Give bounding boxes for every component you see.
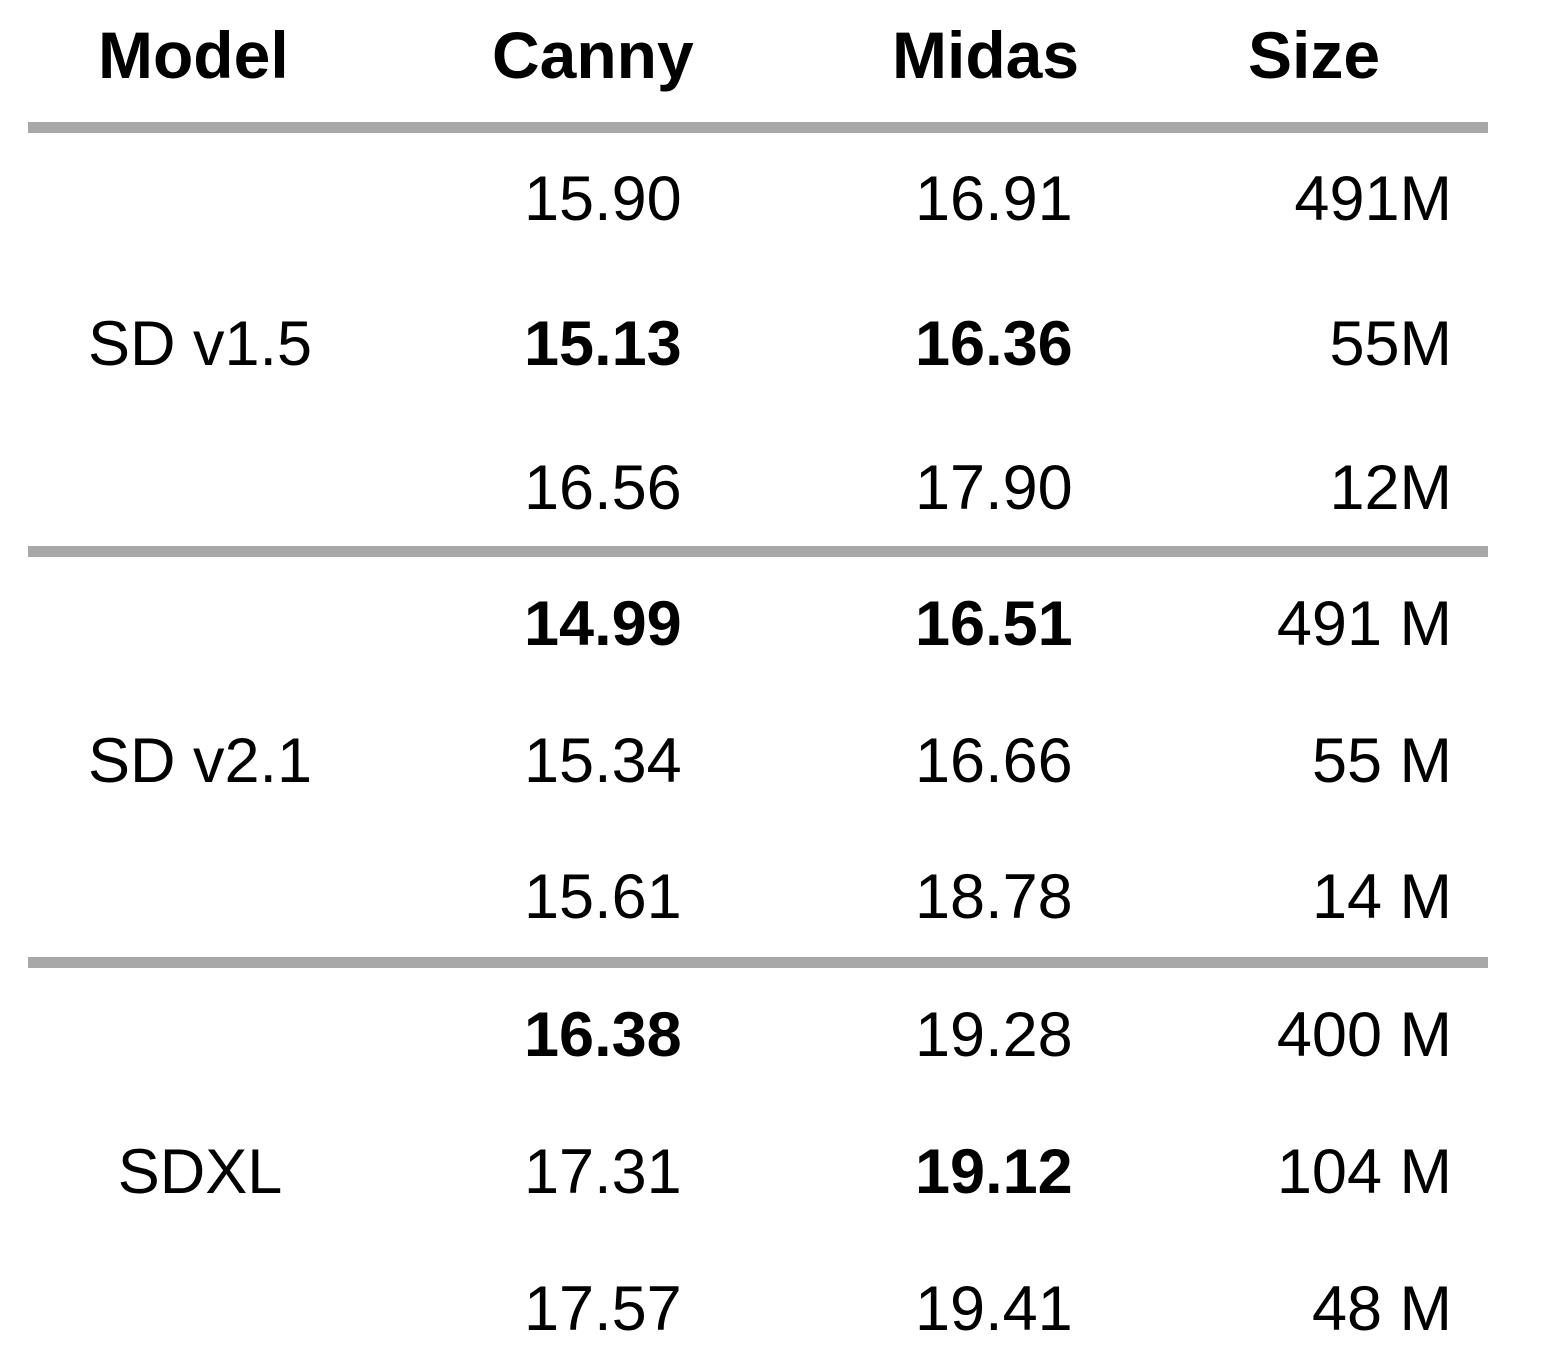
- canny-value: 14.99: [524, 589, 682, 659]
- model-label-sdxl: SDXL: [117, 1137, 283, 1207]
- canny-value: 15.34: [524, 726, 682, 796]
- size-value: 400 M: [1276, 1000, 1452, 1070]
- size-value: 48 M: [1311, 1274, 1452, 1344]
- canny-value: 16.56: [524, 453, 682, 523]
- canny-value: 15.61: [524, 862, 682, 932]
- canny-value: 16.38: [524, 1000, 682, 1070]
- header-model: Model: [98, 18, 289, 92]
- size-value: 104 M: [1276, 1137, 1452, 1207]
- canny-value: 17.31: [524, 1137, 682, 1207]
- size-value: 491 M: [1276, 589, 1452, 659]
- model-label-sd-v2-1: SD v2.1: [87, 726, 313, 796]
- midas-value: 16.66: [915, 726, 1073, 796]
- header-midas: Midas: [892, 18, 1080, 92]
- midas-value: 17.90: [915, 453, 1073, 523]
- midas-value: 16.36: [915, 309, 1073, 379]
- midas-value: 18.78: [915, 862, 1073, 932]
- midas-value: 16.91: [915, 164, 1073, 234]
- header-size: Size: [1248, 18, 1381, 92]
- midas-value: 16.51: [915, 589, 1073, 659]
- canny-value: 15.90: [524, 164, 682, 234]
- midas-value: 19.28: [915, 1000, 1073, 1070]
- canny-value: 17.57: [524, 1274, 682, 1344]
- header-canny: Canny: [492, 18, 694, 92]
- header-rule: [28, 122, 1488, 133]
- group-divider-rule: [28, 546, 1488, 557]
- size-value: 14 M: [1311, 862, 1452, 932]
- size-value: 55M: [1329, 309, 1452, 379]
- size-value: 491M: [1294, 164, 1452, 234]
- size-value: 12M: [1329, 453, 1452, 523]
- model-label-sd-v1-5: SD v1.5: [87, 309, 313, 379]
- size-value: 55 M: [1311, 726, 1452, 796]
- midas-value: 19.41: [915, 1274, 1073, 1344]
- canny-value: 15.13: [524, 309, 682, 379]
- group-divider-rule: [28, 957, 1488, 968]
- midas-value: 19.12: [915, 1137, 1073, 1207]
